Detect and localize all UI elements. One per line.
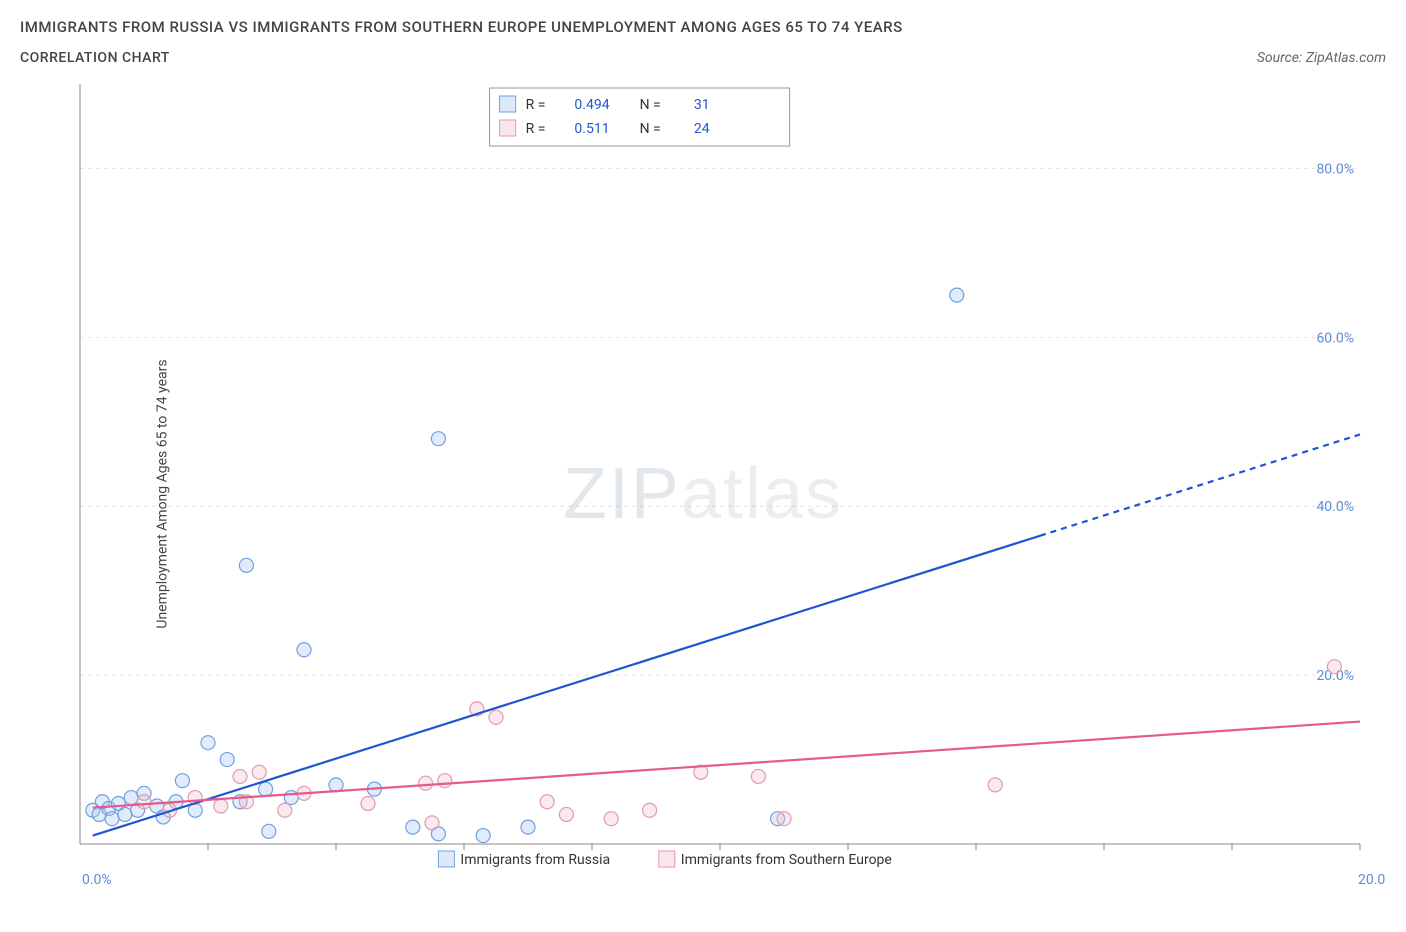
data-point-seurope [252, 765, 266, 779]
data-point-seurope [777, 812, 791, 826]
legend-n-label: N = [640, 121, 661, 137]
data-point-seurope [425, 816, 439, 830]
x-tick-label: 0.0% [82, 872, 112, 888]
source-label: Source: ZipAtlas.com [1257, 50, 1386, 66]
bottom-legend-swatch [659, 851, 675, 867]
data-point-russia [284, 791, 298, 805]
legend-r-label: R = [526, 97, 546, 113]
data-point-seurope [988, 778, 1002, 792]
scatter-chart: 20.0%40.0%60.0%80.0%0.0%20.0%R =0.494N =… [20, 74, 1386, 914]
legend-swatch [500, 120, 516, 136]
data-point-seurope [233, 769, 247, 783]
bottom-legend-label: Immigrants from Southern Europe [681, 852, 892, 868]
data-point-russia [124, 791, 138, 805]
data-point-seurope [214, 799, 228, 813]
legend-r-value: 0.494 [574, 97, 609, 113]
trend-line-dash-russia [1040, 434, 1360, 535]
x-tick-label: 20.0% [1358, 872, 1386, 888]
data-point-seurope [751, 769, 765, 783]
data-point-seurope [438, 774, 452, 788]
y-tick-label: 80.0% [1316, 161, 1354, 177]
titles: IMMIGRANTS FROM RUSSIA VS IMMIGRANTS FRO… [20, 18, 903, 66]
data-point-russia [259, 782, 273, 796]
y-tick-label: 40.0% [1316, 499, 1354, 515]
data-point-seurope [643, 803, 657, 817]
bottom-legend-swatch [438, 851, 454, 867]
data-point-seurope [559, 807, 573, 821]
data-point-russia [521, 820, 535, 834]
data-point-russia [476, 829, 490, 843]
chart-subtitle: CORRELATION CHART [20, 50, 903, 66]
data-point-seurope [278, 803, 292, 817]
data-point-seurope [540, 795, 554, 809]
data-point-russia [175, 774, 189, 788]
chart-title: IMMIGRANTS FROM RUSSIA VS IMMIGRANTS FRO… [20, 18, 903, 36]
data-point-russia [201, 736, 215, 750]
y-tick-label: 60.0% [1316, 330, 1354, 346]
data-point-russia [431, 432, 445, 446]
data-point-russia [239, 558, 253, 572]
legend-n-value: 24 [694, 121, 710, 137]
data-point-seurope [361, 796, 375, 810]
data-point-russia [262, 824, 276, 838]
data-point-russia [950, 288, 964, 302]
data-point-russia [297, 643, 311, 657]
legend-r-label: R = [526, 121, 546, 137]
header: IMMIGRANTS FROM RUSSIA VS IMMIGRANTS FRO… [20, 18, 1386, 66]
legend-swatch [500, 96, 516, 112]
data-point-russia [118, 807, 132, 821]
trend-line-russia [93, 536, 1040, 836]
data-point-seurope [1327, 660, 1341, 674]
bottom-legend-label: Immigrants from Russia [460, 852, 610, 868]
y-axis-label: Unemployment Among Ages 65 to 74 years [155, 359, 171, 628]
data-point-seurope [137, 795, 151, 809]
data-point-seurope [419, 776, 433, 790]
chart-container: Unemployment Among Ages 65 to 74 years Z… [20, 74, 1386, 914]
legend-n-label: N = [640, 97, 661, 113]
trend-line-seurope [93, 722, 1360, 808]
legend-r-value: 0.511 [574, 121, 609, 137]
data-point-russia [105, 812, 119, 826]
data-point-russia [220, 753, 234, 767]
legend-n-value: 31 [694, 97, 710, 113]
data-point-russia [406, 820, 420, 834]
data-point-seurope [489, 710, 503, 724]
data-point-seurope [604, 812, 618, 826]
